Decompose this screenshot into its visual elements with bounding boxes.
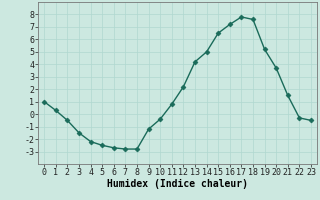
- X-axis label: Humidex (Indice chaleur): Humidex (Indice chaleur): [107, 179, 248, 189]
